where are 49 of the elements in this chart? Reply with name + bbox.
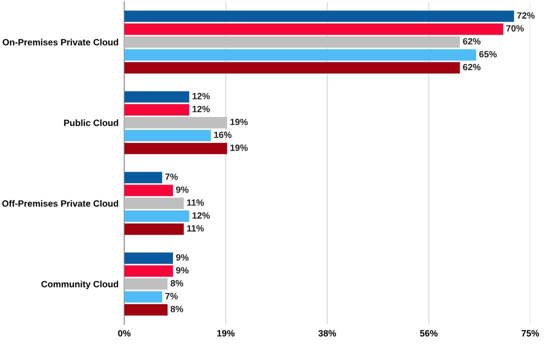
x-tick-label: 56% [420,330,438,336]
bar [124,10,514,22]
y-tick-label: On-Premises Private Cloud [2,38,118,46]
data-label: 16% [214,132,232,138]
y-tick-label: Public Cloud [64,119,118,126]
data-label: 7% [165,174,178,180]
bar [124,117,228,128]
x-tick-label: 38% [318,330,336,336]
data-label: 62% [463,64,481,70]
bar [124,210,190,222]
data-label: 12% [192,212,210,219]
data-label: 12% [192,92,210,100]
bar [124,49,476,61]
data-label: 8% [170,280,184,286]
bar [124,130,211,142]
bar [124,91,190,103]
bar [124,278,168,290]
bar [124,198,184,210]
data-label: 9% [176,267,189,274]
bar [124,23,504,35]
bar [124,62,460,74]
data-label: 11% [187,225,204,232]
x-tick-label: 75% [522,330,540,336]
bar [124,223,184,235]
data-label: 19% [230,118,248,126]
data-label: 65% [479,50,497,58]
data-label: 9% [176,186,189,193]
bar [124,291,162,303]
bar [124,184,173,196]
bar [124,36,460,48]
bar [124,304,168,316]
x-tick-label: 19% [217,330,235,336]
data-label: 70% [506,25,524,32]
bar [124,265,173,277]
data-label: 12% [192,106,210,112]
bar [124,104,190,116]
data-label: 9% [176,254,189,261]
data-label: 8% [170,306,184,312]
y-tick-label: Community Cloud [41,280,118,290]
x-tick-label: 0% [118,330,131,336]
bar [124,252,173,264]
data-label: 62% [463,38,481,44]
data-label: 11% [187,199,204,206]
bar [124,142,228,154]
data-label: 19% [230,144,248,151]
y-tick-label: Off-Premises Private Cloud [2,200,118,207]
data-label: 7% [165,292,178,300]
bar [124,172,162,184]
data-label: 72% [517,12,535,19]
